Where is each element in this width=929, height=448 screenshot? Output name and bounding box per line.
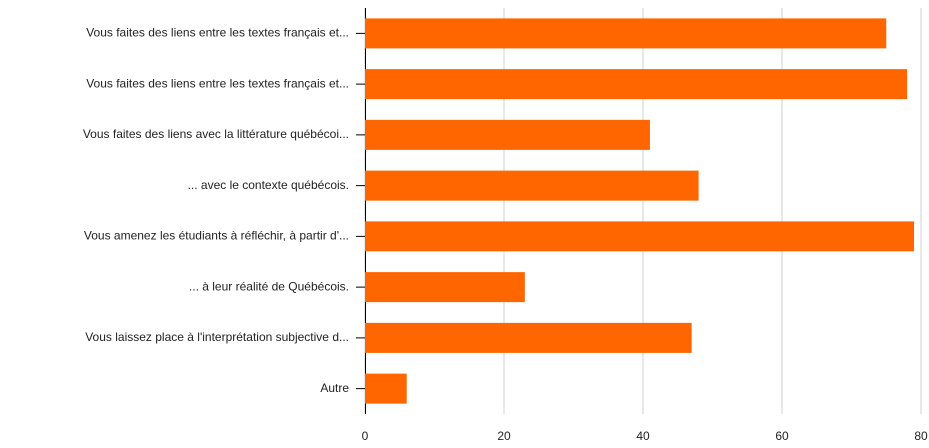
- bar: [365, 322, 692, 353]
- y-tick-label: Vous faites des liens avec la littératur…: [83, 127, 349, 141]
- bar: [365, 69, 908, 100]
- bar: [365, 119, 650, 150]
- bar: [365, 18, 887, 49]
- x-tick-label: 0: [362, 429, 369, 443]
- x-tick-label: 20: [497, 429, 511, 443]
- y-tick-label: Vous faites des liens entre les textes f…: [86, 76, 349, 90]
- y-tick-label: Vous amenez les étudiants à réfléchir, à…: [84, 229, 349, 243]
- bar: [365, 272, 525, 303]
- y-tick-label: Vous laissez place à l'interprétation su…: [85, 330, 349, 344]
- y-tick-label: ... à leur réalité de Québécois.: [189, 279, 349, 293]
- y-tick-label: Vous faites des liens entre les textes f…: [86, 26, 349, 40]
- bar: [365, 373, 407, 404]
- bar: [365, 170, 699, 201]
- y-tick-label: Autre: [320, 381, 349, 395]
- x-tick-label: 40: [636, 429, 650, 443]
- y-tick-label: ... avec le contexte québécois.: [188, 178, 349, 192]
- x-tick-label: 60: [775, 429, 789, 443]
- x-tick-label: 80: [914, 429, 928, 443]
- bar: [365, 221, 915, 252]
